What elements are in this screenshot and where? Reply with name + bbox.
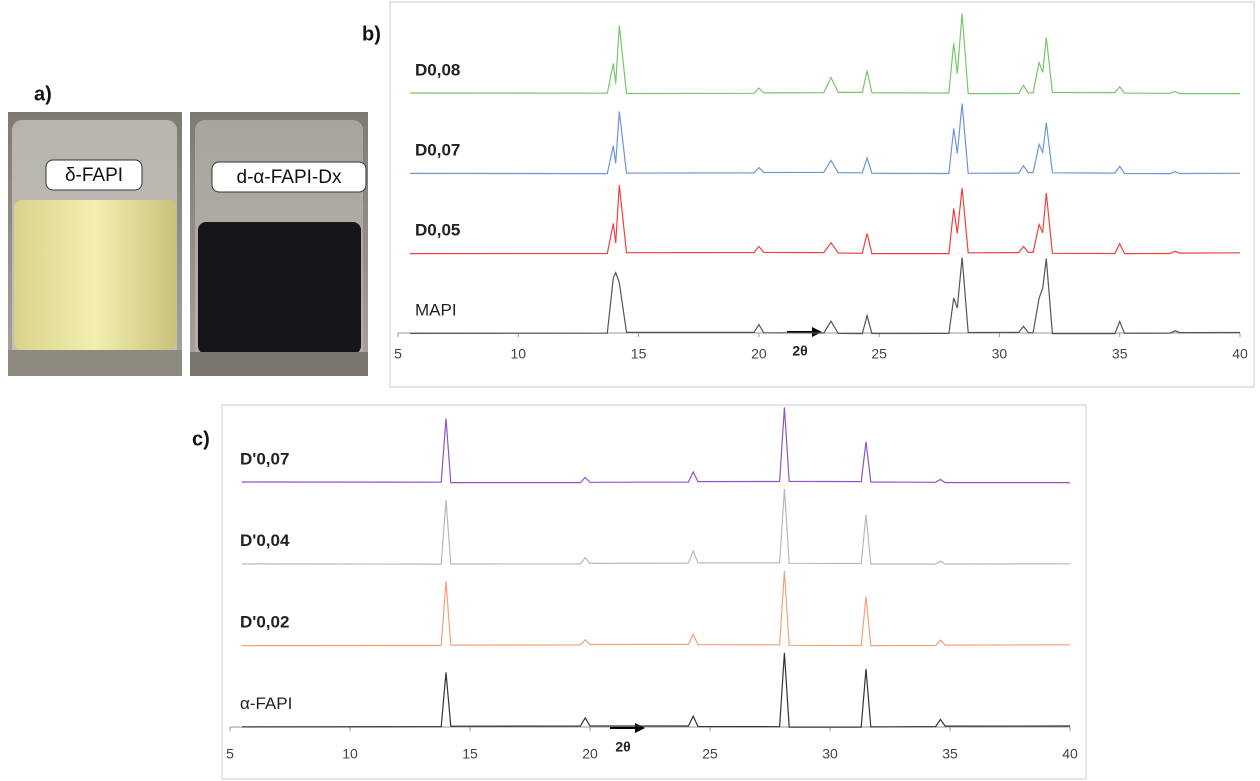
xrd-trace	[409, 257, 1241, 335]
series-name: D0,08	[415, 60, 460, 79]
x-tick-label: 15	[462, 746, 478, 762]
x-tick-label: 10	[510, 346, 526, 362]
series-name: α-FAPI	[240, 694, 292, 713]
x-tick-label: 25	[702, 746, 718, 762]
x-tick-label: 15	[631, 346, 647, 362]
x-tick-label: 35	[942, 746, 958, 762]
arrow-head	[812, 327, 822, 337]
photo-yellow	[8, 112, 182, 376]
x-tick-label: 35	[1112, 346, 1128, 362]
xrd-trace	[409, 103, 1241, 175]
xrd-trace	[241, 570, 1071, 647]
x-tick-label: 30	[822, 746, 838, 762]
xrd-trace	[241, 489, 1071, 565]
panel-label: b)	[362, 23, 381, 45]
x-axis-label: 2θ	[615, 739, 630, 755]
xrd-trace	[409, 13, 1240, 95]
x-tick-label: 40	[1232, 346, 1248, 362]
photo-black	[190, 112, 368, 376]
label-box	[211, 161, 367, 193]
series-name: D'0,04	[240, 531, 290, 550]
xrd-trace	[241, 407, 1070, 484]
x-axis-label: 2θ	[792, 343, 807, 359]
xrd-trace	[241, 652, 1071, 728]
x-tick-label: 30	[992, 346, 1008, 362]
label-box	[45, 159, 143, 191]
x-tick-label: 5	[226, 746, 234, 762]
panel-frame	[221, 404, 1087, 780]
x-tick-label: 10	[342, 746, 358, 762]
panel-label: c)	[192, 428, 210, 450]
series-name: D'0,07	[240, 449, 289, 468]
series-name: D0,07	[415, 140, 460, 159]
photo-label: d-α-FAPI-Dx	[237, 167, 342, 188]
x-tick-label: 20	[582, 746, 598, 762]
series-name: D0,05	[415, 220, 460, 239]
series-name: MAPI	[415, 300, 457, 319]
series-name: D'0,02	[240, 612, 289, 631]
x-tick-label: 5	[394, 346, 402, 362]
panel-label: a)	[34, 83, 52, 105]
x-tick-label: 25	[871, 346, 887, 362]
x-tick-label: 40	[1062, 746, 1078, 762]
photo-label: δ-FAPI	[65, 165, 123, 186]
xrd-trace	[409, 184, 1241, 255]
x-tick-label: 20	[751, 346, 767, 362]
panel-frame	[389, 1, 1255, 388]
